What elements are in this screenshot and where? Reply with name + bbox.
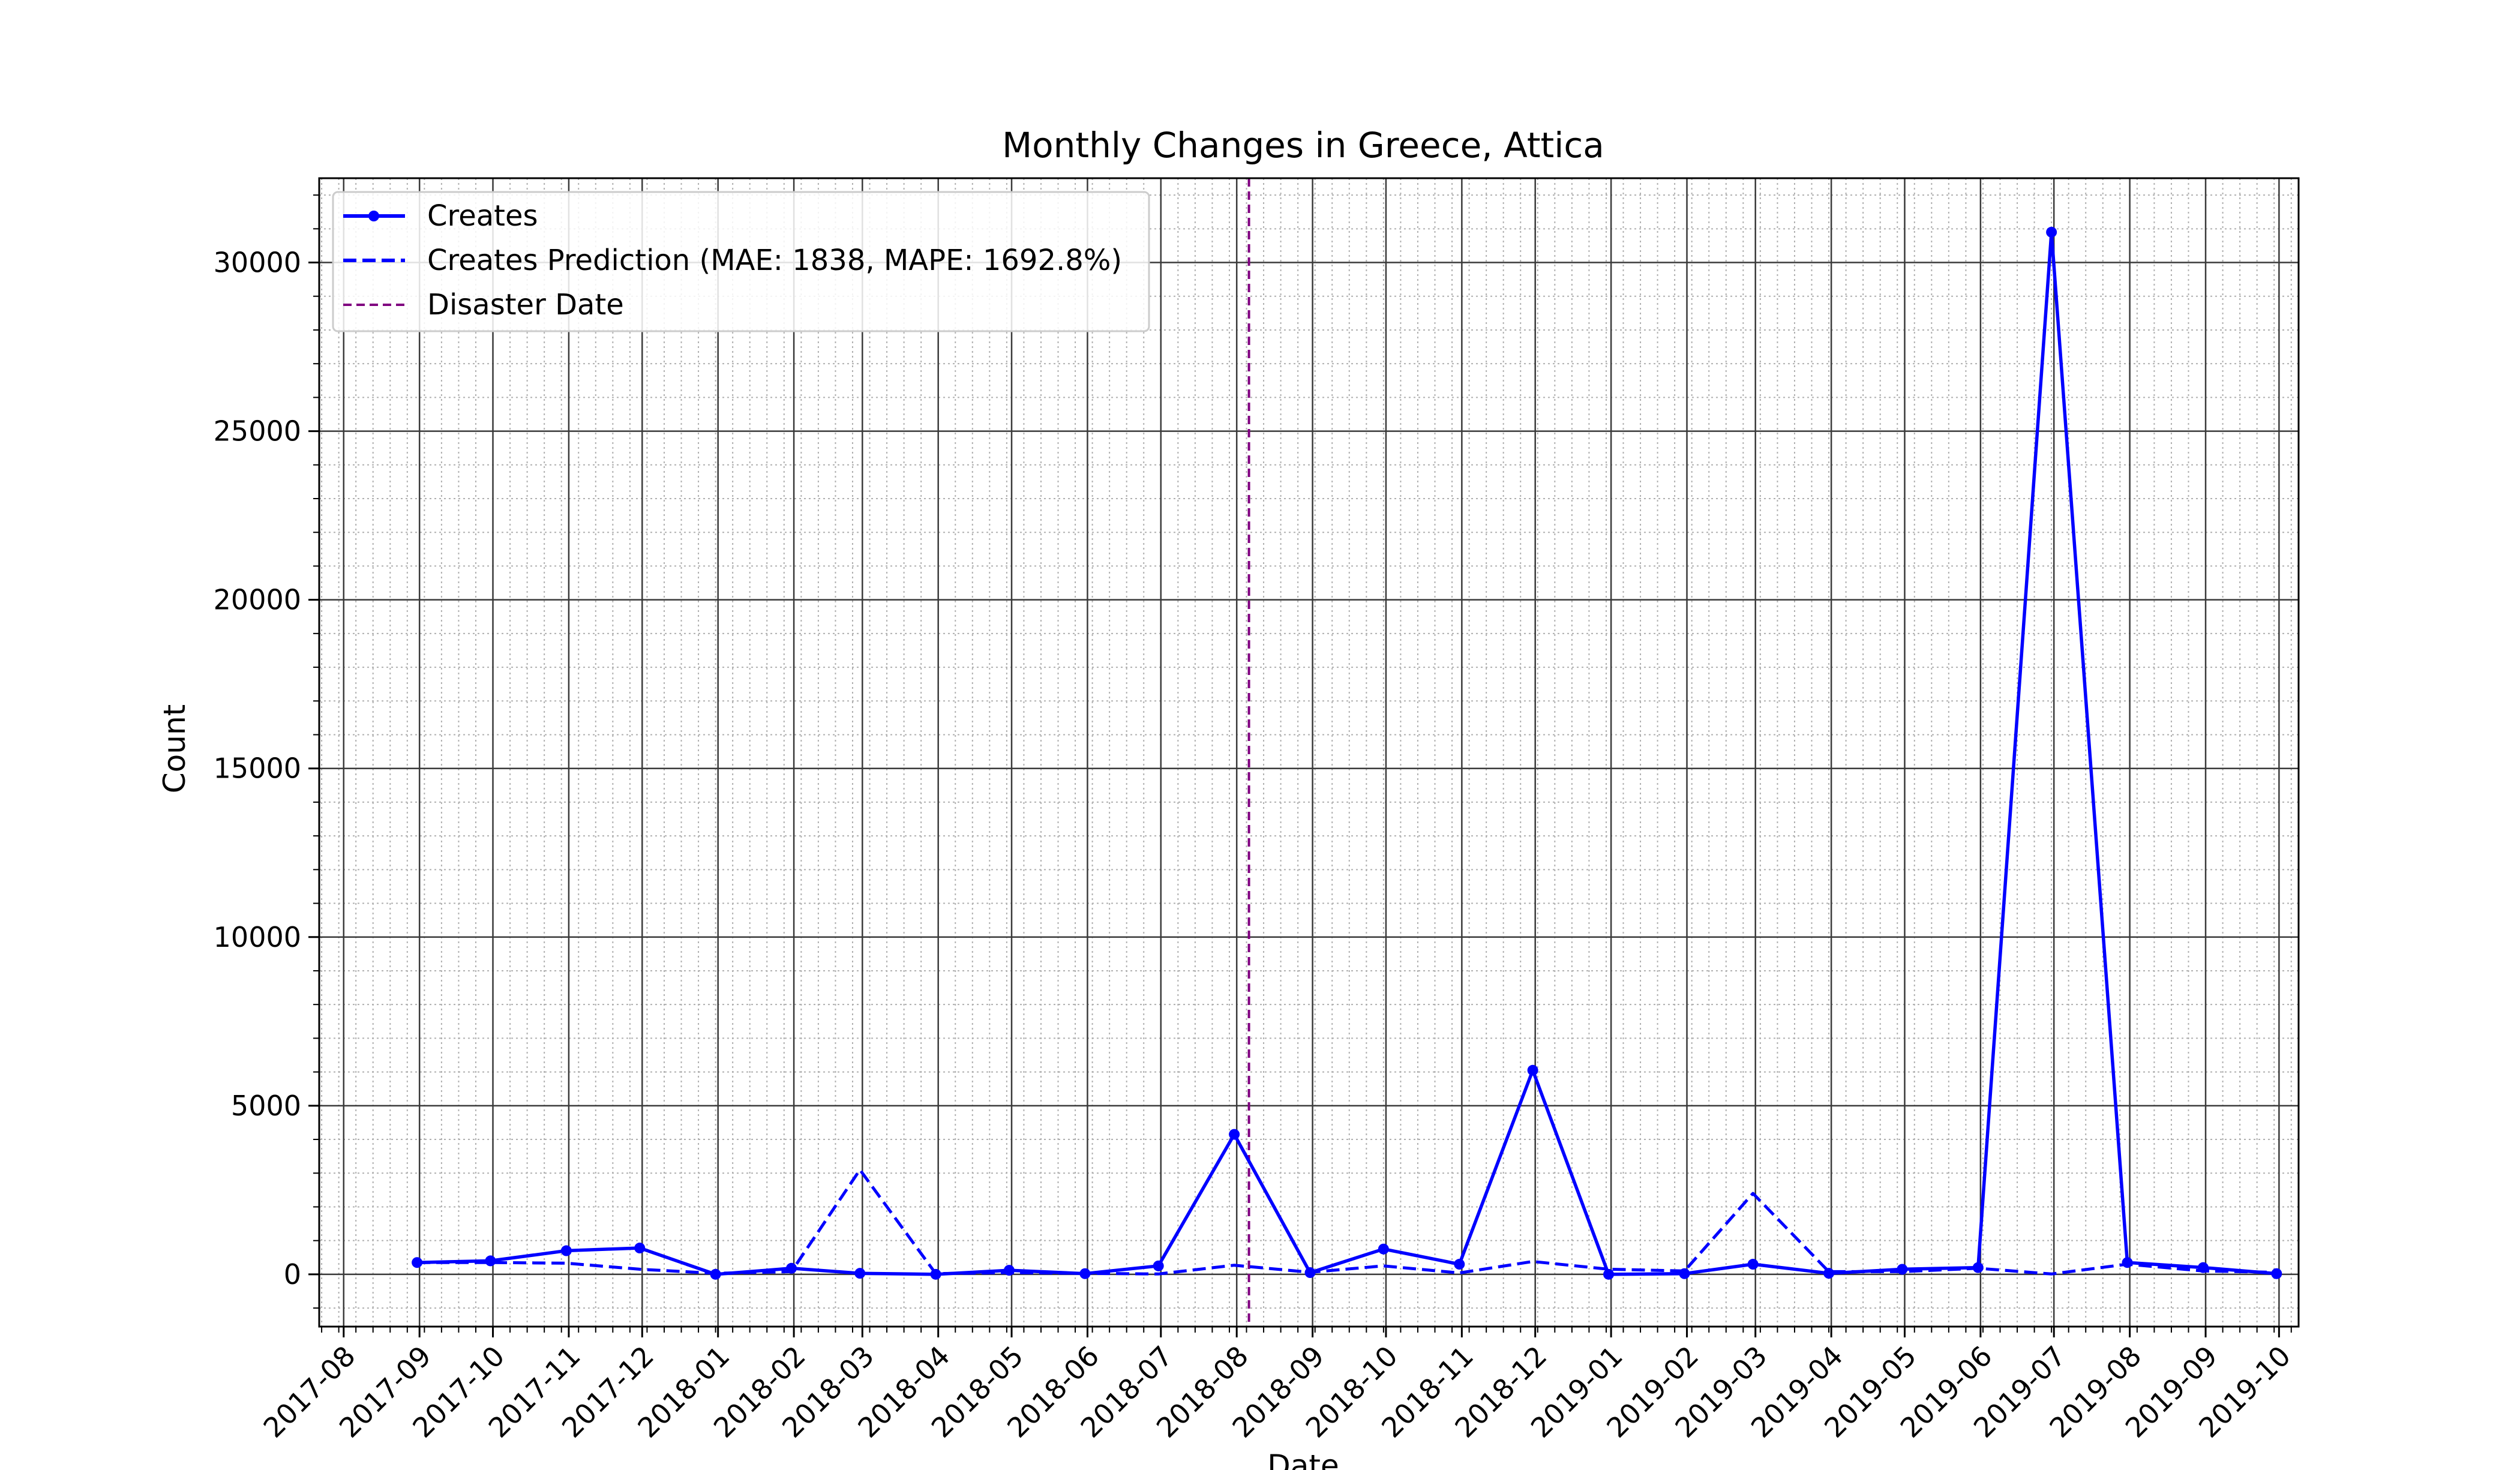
x-axis-title: Date: [1267, 1448, 1339, 1470]
y-tick-label: 5000: [231, 1090, 301, 1122]
data-point-creates: [485, 1255, 496, 1267]
data-point-creates: [1747, 1259, 1759, 1270]
legend-label-disaster-date: Disaster Date: [427, 288, 624, 322]
y-tick-label: 30000: [214, 247, 301, 279]
y-tick-label: 10000: [214, 921, 301, 953]
data-point-creates: [1229, 1129, 1240, 1140]
chart-title: Monthly Changes in Greece, Attica: [1002, 125, 1604, 166]
legend: Creates Creates Prediction (MAE: 1838, M…: [332, 191, 1150, 332]
data-point-creates: [1378, 1243, 1389, 1255]
y-tick-label: 25000: [214, 415, 301, 448]
legend-box: [332, 191, 1150, 332]
legend-label-creates: Creates: [427, 199, 538, 233]
data-point-creates: [1153, 1260, 1164, 1271]
y-tick-label: 20000: [214, 584, 301, 616]
y-tick-label: 0: [284, 1258, 301, 1291]
data-point-creates: [1454, 1259, 1465, 1270]
series-line-creates: [417, 230, 2277, 1276]
y-tick-label: 15000: [214, 752, 301, 785]
legend-label-prediction: Creates Prediction (MAE: 1838, MAPE: 169…: [427, 244, 1122, 277]
plot-frame: [318, 177, 2300, 1328]
y-axis: 0 5000 10000 15000 20000 25000 30000: [214, 194, 319, 1309]
y-axis-title: Count: [157, 704, 192, 794]
data-point-creates: [634, 1243, 646, 1254]
data-point-creates: [1527, 1064, 1538, 1076]
x-axis: 2017-082017-092017-102017-112017-122018-…: [257, 1327, 2297, 1444]
data-point-creates: [854, 1268, 866, 1279]
minor-grid: [319, 178, 2299, 1327]
data-point-creates: [2122, 1257, 2133, 1268]
data-point-creates: [560, 1245, 572, 1256]
series-line-prediction: [417, 1168, 2277, 1276]
data-point-creates: [2046, 226, 2057, 238]
major-grid: [319, 178, 2299, 1327]
series-layer: [412, 226, 2282, 1280]
data-point-creates: [1603, 1268, 1615, 1280]
legend-marker-creates: [368, 211, 379, 221]
